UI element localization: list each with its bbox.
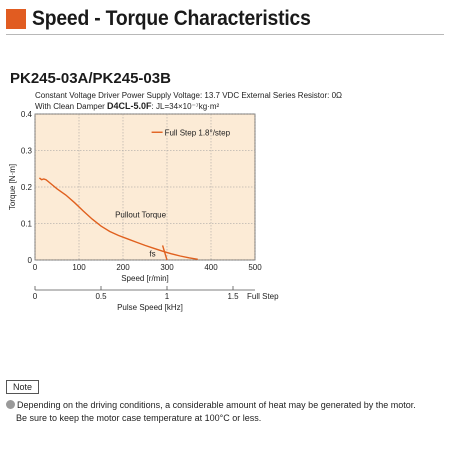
chart-labels: 0 100 200 300 400 500 0 0.1 0.2 0.3 0.4 Speed [r/mi… [8, 110, 279, 312]
note-line-1: Depending on the driving conditions, a c… [6, 400, 416, 410]
note-line-2: Be sure to keep the motor case temperatu… [16, 413, 262, 423]
y-tick-label: 0.4 [21, 110, 33, 119]
x2-tick-label: 0.5 [95, 292, 107, 301]
bullet-icon [6, 400, 15, 409]
x2-suffix-label: Full Step [247, 292, 279, 301]
legend-label: Full Step 1.8°/step [165, 128, 231, 137]
note-text-1: Depending on the driving conditions, a c… [17, 400, 416, 410]
x-tick-label: 300 [160, 263, 174, 272]
y-tick-label: 0 [28, 256, 33, 265]
conditions-line-2: With Clean Damper D4CL-5.0F: JL=34×10⁻⁷k… [35, 101, 219, 111]
note-label: Note [6, 380, 40, 394]
fs-annotation: fs [149, 250, 155, 259]
conditions-line-1: Constant Voltage Driver Power Supply Vol… [35, 91, 343, 100]
grid-lines [34, 113, 256, 261]
x2-tick-label: 1.5 [227, 292, 239, 301]
x2-axis-label: Pulse Speed [kHz] [117, 303, 183, 312]
axes [34, 286, 255, 291]
model-name: PK245-03A/PK245-03B [10, 70, 171, 87]
fs-marker-line [161, 245, 168, 261]
x-tick-label: 200 [116, 263, 130, 272]
x-tick-label: 500 [248, 263, 262, 272]
x2-tick-label: 0 [33, 292, 38, 301]
y-axis-label: Torque [N·m] [8, 164, 17, 210]
x-tick-label: 100 [72, 263, 86, 272]
y-tick-label: 0.1 [21, 220, 33, 229]
series-line [38, 177, 198, 260]
section-header: Speed - Torque Characteristics [6, 6, 335, 32]
header-accent-square [6, 9, 26, 29]
damper-model: D4CL-5.0F [107, 101, 152, 111]
page-title: Speed - Torque Characteristics [32, 7, 311, 30]
x-axis-label: Speed [r/min] [121, 274, 169, 283]
x-tick-label: 400 [204, 263, 218, 272]
pullout-torque-annotation: Pullout Torque [115, 211, 167, 220]
y-tick-label: 0.2 [21, 183, 33, 192]
header-divider [6, 34, 444, 35]
conditions-suffix: : JL=34×10⁻⁷kg·m² [151, 102, 220, 111]
x-tick-label: 0 [33, 263, 38, 272]
conditions-prefix: With Clean Damper [35, 102, 108, 111]
series-layer [38, 177, 198, 261]
y-tick-label: 0.3 [21, 147, 33, 156]
x2-tick-label: 1 [165, 292, 170, 301]
